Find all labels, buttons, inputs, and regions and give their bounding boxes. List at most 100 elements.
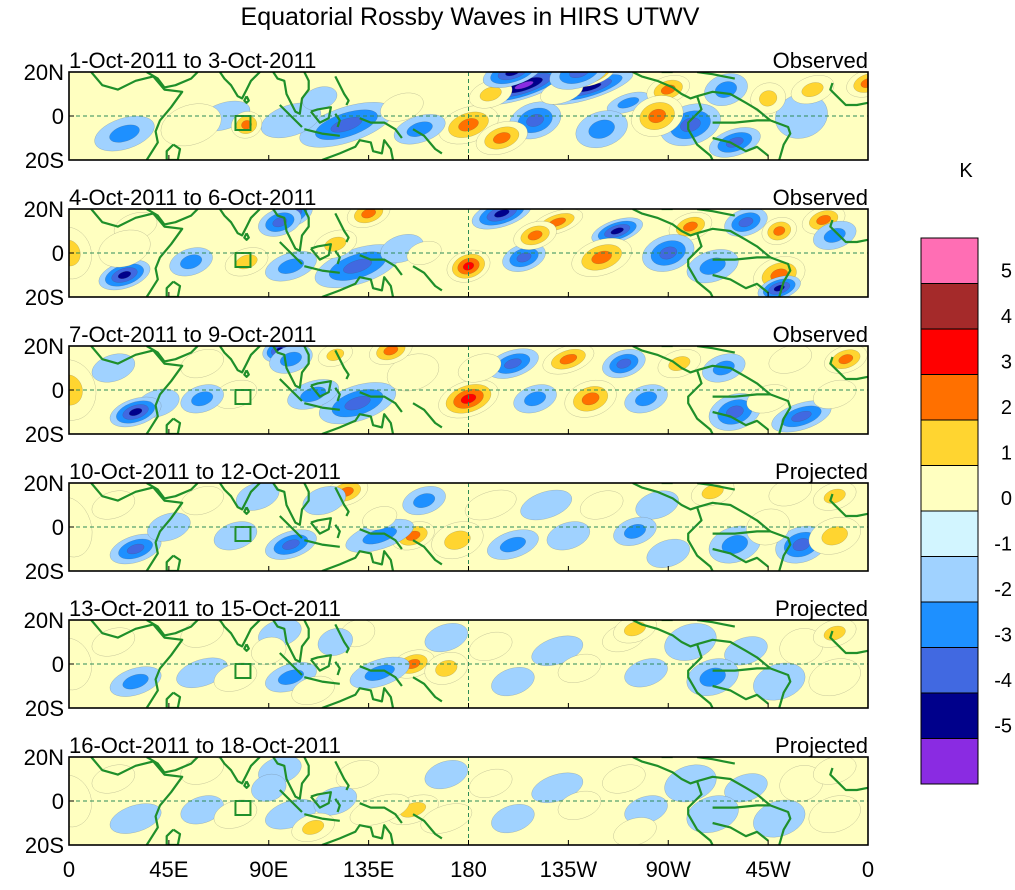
contour-level (251, 636, 287, 665)
contour-level (581, 392, 600, 406)
contour-level (516, 252, 532, 263)
coastline (304, 128, 340, 137)
contour-level (420, 803, 473, 834)
contour-level (559, 354, 578, 365)
latitude-label: 0 (52, 104, 64, 129)
coastline (712, 821, 769, 842)
contour-level (813, 379, 857, 409)
anomaly-field (69, 346, 868, 434)
coastline (696, 346, 736, 354)
colorbar-tick-label: -4 (994, 670, 1012, 692)
coastline (712, 256, 771, 261)
coastline (90, 757, 184, 845)
colorbar-unit: K (959, 160, 973, 182)
latitude-label: 20N (24, 745, 64, 770)
region-box (234, 663, 252, 679)
coastline (243, 506, 250, 515)
coastline (696, 757, 736, 765)
contour-level (527, 230, 543, 241)
coastline (304, 265, 340, 274)
colorbar: K 5 4 3 2 1 0 -1 -2 -3 -4 -5 (920, 160, 1012, 785)
coastline (829, 767, 868, 792)
coastline (218, 72, 261, 100)
coastline (829, 493, 868, 518)
contour-level (524, 391, 547, 407)
coastline (321, 687, 395, 708)
coastline (632, 620, 698, 648)
contour-level (160, 103, 222, 147)
coastline (321, 413, 395, 434)
contour-level (109, 803, 162, 834)
latitude-label: 20S (25, 422, 64, 447)
coastline (359, 665, 403, 687)
longitude-label: 135W (540, 857, 598, 882)
coastline (829, 82, 868, 107)
latitude-label: 0 (52, 241, 64, 266)
latitude-label: 20N (24, 334, 64, 359)
contour-level (406, 240, 442, 266)
coastline (321, 550, 395, 571)
contour-level (686, 795, 739, 834)
colorbar-tick-label: 2 (1001, 397, 1012, 419)
region-box (234, 389, 252, 405)
coastline (712, 530, 771, 535)
contour-level (479, 86, 502, 102)
anomaly-field (69, 483, 868, 571)
coastline (279, 515, 303, 539)
contour-level (69, 637, 92, 691)
coastline (310, 243, 332, 261)
contour-level (816, 215, 831, 225)
contour-level (526, 113, 544, 127)
coastline (321, 824, 395, 845)
coastlines (90, 483, 868, 571)
coastline (90, 620, 184, 708)
contour-level (759, 90, 778, 107)
colorbar-tick-label: -2 (994, 579, 1012, 601)
coastline (712, 410, 769, 431)
contour-level (469, 631, 513, 661)
contour-level (738, 217, 754, 228)
panel-status: Projected (775, 733, 868, 758)
latitude-label: 0 (52, 789, 64, 814)
coastline (696, 775, 792, 845)
coastline (687, 643, 714, 708)
coastline (146, 346, 199, 363)
coastline (829, 630, 868, 655)
contour-level (180, 254, 203, 270)
contour-level (180, 486, 224, 516)
contour-level (499, 536, 526, 553)
coastline (218, 757, 261, 785)
coastline (412, 128, 443, 155)
longitude-axis: 0 45E 90E 135E 180 135W 90W 45W 0 (63, 857, 874, 882)
figure-title: Equatorial Rossby Waves in HIRS UTWV (241, 3, 700, 31)
coastline (712, 684, 769, 705)
coastline (310, 654, 332, 672)
coastline (712, 804, 771, 809)
contour-level (362, 506, 398, 531)
coastline (829, 219, 868, 244)
map-panel: 16-Oct-2011 to 18-Oct-2011 Projected 20N 0 2… (24, 733, 869, 858)
coastline (334, 760, 350, 791)
contour-level (664, 623, 717, 661)
contour-level (424, 760, 468, 790)
coastline (304, 539, 340, 548)
panel-status: Projected (775, 596, 868, 621)
latitude-label: 20S (25, 833, 64, 858)
contour-level (699, 257, 726, 275)
contour-level (680, 117, 701, 133)
colorbar-swatch (920, 601, 979, 648)
contour-level (126, 543, 145, 555)
panel-date-range: 16-Oct-2011 to 18-Oct-2011 (69, 733, 341, 758)
contour-level (579, 490, 624, 520)
coastline (272, 757, 310, 800)
coastline (712, 273, 769, 294)
contour-level (753, 662, 806, 701)
contour-level (588, 119, 615, 139)
contour-level (791, 410, 812, 422)
contour-level (364, 664, 395, 681)
contour-level (191, 391, 214, 407)
coastline (165, 554, 182, 571)
panel-status: Projected (775, 459, 868, 484)
contour-level (617, 97, 640, 109)
colorbar-tick-label: 3 (1001, 352, 1012, 374)
